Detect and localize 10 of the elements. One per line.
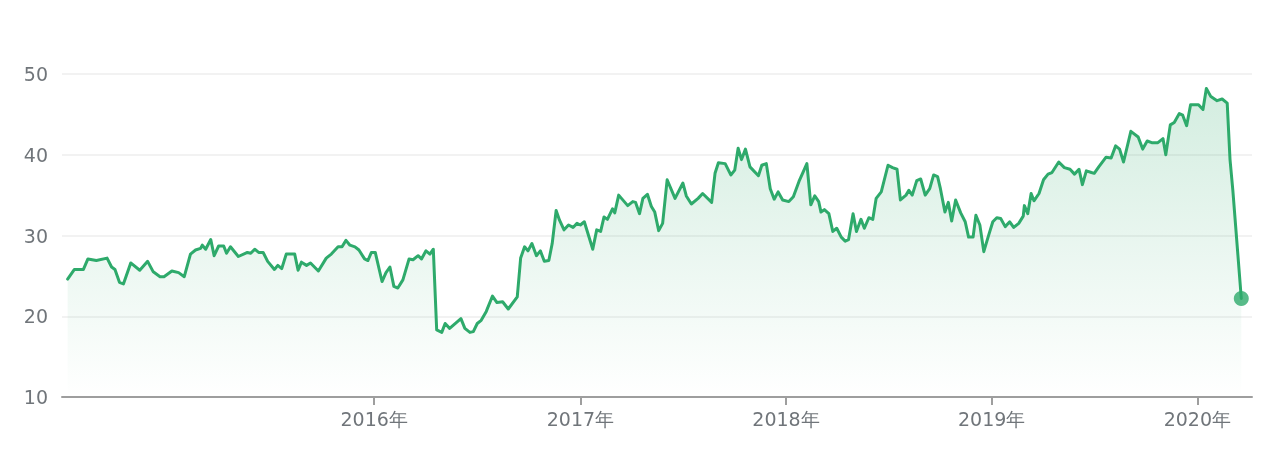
y-tick-label: 40 xyxy=(23,143,48,166)
y-tick-label: 30 xyxy=(23,224,48,247)
y-tick-label: 10 xyxy=(23,386,48,408)
x-tick-label: 2017年 xyxy=(546,407,615,430)
x-tick-label: 2016年 xyxy=(340,407,408,430)
y-tick-label: 50 xyxy=(23,63,48,85)
y-tick-label: 20 xyxy=(23,305,48,328)
x-tick-label: 2019年 xyxy=(958,407,1026,430)
x-tick-label: 2018年 xyxy=(752,407,820,430)
x-tick-label: 2020年 xyxy=(1163,407,1232,430)
